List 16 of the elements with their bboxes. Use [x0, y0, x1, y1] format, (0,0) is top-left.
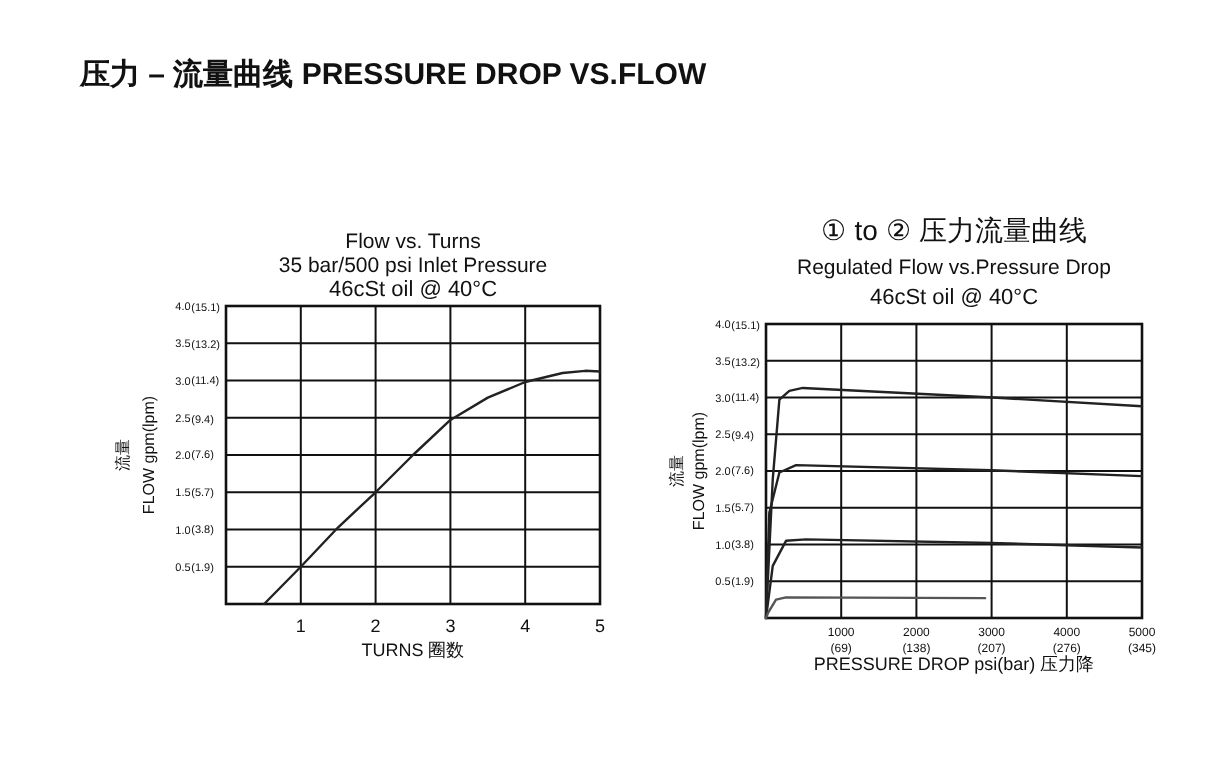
x-axis-title: TURNS 圈数: [361, 640, 465, 660]
y-axis-title: 流量 FLOW gpm(lpm): [668, 411, 708, 531]
text: 46cSt oil @ 40°C: [869, 286, 1039, 310]
chart-subtitle: 35 bar/500 psi Inlet Pressure: [278, 254, 548, 278]
y-axis-title: 流量 FLOW gpm(lpm): [114, 395, 158, 515]
chart-subtitle: Regulated Flow vs.Pressure Drop: [797, 256, 1112, 280]
chart-title: Flow vs. Turns: [345, 230, 481, 254]
x-tick-label: 2: [370, 616, 381, 636]
x-tick-label: 1: [295, 616, 306, 636]
text: 46cSt oil @ 40°C: [328, 278, 498, 302]
text: 压力 – 流量曲线 PRESSURE DROP VS.FLOW: [78, 56, 708, 92]
x-axis-title: PRESSURE DROP psi(bar) 压力降: [813, 654, 1095, 674]
x-tick-label: 3: [445, 616, 456, 636]
x-tick-label: 4: [520, 616, 531, 636]
x-tick-label: 5: [594, 616, 606, 636]
chart-title: ① to ② 压力流量曲线: [820, 214, 1088, 246]
